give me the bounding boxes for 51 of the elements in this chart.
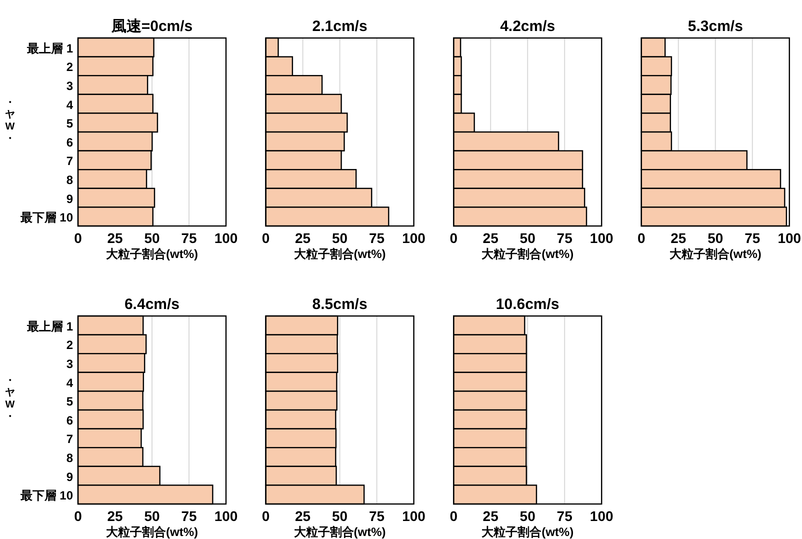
x-tick-label: 75 — [556, 230, 573, 246]
chart-title: 6.4cm/s — [124, 296, 180, 313]
x-axis-title: 大粒子割合(wt%) — [294, 247, 386, 261]
chart-title: 8.5cm/s — [312, 296, 368, 313]
chart-title: 10.6cm/s — [496, 296, 560, 313]
chart-title: 4.2cm/s — [500, 18, 556, 35]
x-tick-label: 100 — [590, 230, 614, 246]
x-axis-title: 大粒子割合(wt%) — [482, 247, 574, 261]
x-tick-label: 25 — [107, 230, 123, 246]
x-tick-label: 25 — [295, 230, 311, 246]
x-tick-label: 50 — [332, 230, 348, 246]
x-tick-label: 50 — [144, 508, 160, 524]
x-tick-label: 0 — [74, 508, 82, 524]
x-tick-label: 75 — [369, 230, 385, 246]
x-tick-label: 50 — [144, 230, 160, 246]
chart-title: 5.3cm/s — [688, 18, 743, 35]
x-axis-title: 大粒子割合(wt%) — [294, 525, 386, 539]
chart-title: 2.1cm/s — [312, 18, 368, 35]
x-tick-label: 0 — [262, 230, 270, 246]
x-axis-title: 大粒子割合(wt%) — [106, 247, 198, 261]
x-tick-label: 100 — [402, 508, 426, 524]
y-axis-title: ・ヤW・ — [5, 376, 16, 423]
x-tick-label: 100 — [402, 230, 426, 246]
x-tick-label: 50 — [708, 230, 724, 246]
x-tick-label: 25 — [107, 508, 123, 524]
y-axis-title: ・ヤW・ — [5, 98, 16, 145]
x-tick-label: 25 — [295, 508, 311, 524]
x-axis-title: 大粒子割合(wt%) — [482, 525, 574, 539]
x-tick-label: 100 — [590, 508, 614, 524]
x-tick-label: 75 — [744, 230, 760, 246]
x-tick-label: 75 — [181, 508, 197, 524]
x-tick-label: 25 — [482, 230, 499, 246]
x-tick-label: 100 — [214, 508, 238, 524]
x-axis-title: 大粒子割合(wt%) — [106, 525, 198, 539]
x-tick-label: 75 — [181, 230, 197, 246]
x-tick-label: 50 — [332, 508, 348, 524]
x-tick-label: 50 — [520, 230, 536, 246]
x-tick-label: 75 — [369, 508, 385, 524]
x-tick-label: 50 — [520, 508, 536, 524]
x-tick-label: 0 — [74, 230, 82, 246]
x-tick-label: 25 — [482, 508, 499, 524]
x-tick-label: 75 — [556, 508, 573, 524]
x-tick-label: 0 — [450, 230, 458, 246]
x-tick-label: 25 — [670, 230, 686, 246]
x-tick-label: 100 — [778, 230, 802, 246]
x-tick-label: 0 — [262, 508, 270, 524]
x-axis-title: 大粒子割合(wt%) — [669, 247, 762, 261]
x-tick-label: 100 — [214, 230, 238, 246]
chart-title: 風速=0cm/s — [110, 18, 193, 35]
x-tick-label: 0 — [638, 230, 646, 246]
x-tick-label: 0 — [450, 508, 458, 524]
